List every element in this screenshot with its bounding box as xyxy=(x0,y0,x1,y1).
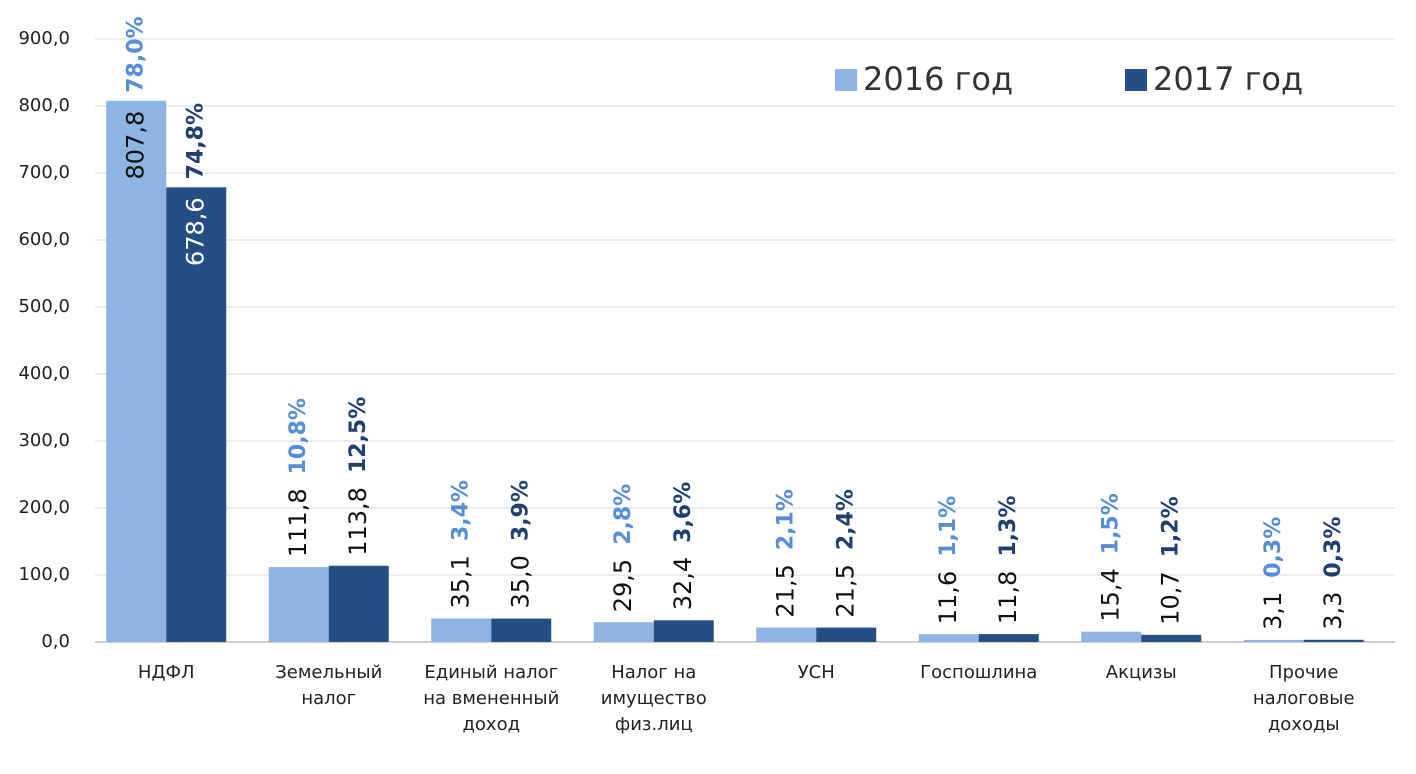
value-label: 32,4 xyxy=(669,557,697,610)
x-tick-label: НДФЛ xyxy=(137,662,195,683)
percent-label: 78,0% xyxy=(123,16,148,92)
percent-label: 10,8% xyxy=(286,398,311,474)
y-tick-label: 200,0 xyxy=(18,497,70,518)
legend-label: 2017 год xyxy=(1153,60,1303,98)
value-label: 21,5 xyxy=(831,564,859,617)
bar xyxy=(1141,634,1202,642)
value-label: 10,7 xyxy=(1156,571,1184,624)
percent-label: 0,3% xyxy=(1321,517,1346,578)
percent-label: 3,4% xyxy=(448,480,473,541)
bar xyxy=(653,620,714,642)
percent-label: 74,8% xyxy=(183,103,208,179)
x-tick-label: УСН xyxy=(797,662,835,683)
y-tick-label: 300,0 xyxy=(18,430,70,451)
x-tick-label: Акцизы xyxy=(1105,662,1177,683)
bar xyxy=(106,100,167,643)
legend-swatch xyxy=(835,69,857,91)
y-tick-label: 400,0 xyxy=(18,363,70,384)
bar xyxy=(918,634,979,642)
value-label: 11,6 xyxy=(934,571,962,624)
value-label: 11,8 xyxy=(994,571,1022,624)
y-tick-label: 100,0 xyxy=(18,564,70,585)
x-tick-label: Госпошлина xyxy=(920,662,1038,683)
x-tick-label: Налог на имущество физ.лиц xyxy=(600,662,707,735)
bar xyxy=(1243,639,1304,642)
bar xyxy=(491,618,552,642)
y-tick-label: 800,0 xyxy=(18,95,70,116)
bar xyxy=(593,622,654,642)
bar xyxy=(1081,631,1142,642)
percent-label: 2,4% xyxy=(833,489,858,550)
x-tick-label: Земельный налог xyxy=(275,662,383,709)
bar xyxy=(978,634,1039,642)
bar xyxy=(431,618,492,642)
legend-swatch xyxy=(1125,69,1147,91)
value-label: 807,8 xyxy=(121,111,149,180)
value-label: 29,5 xyxy=(609,559,637,612)
percent-label: 3,9% xyxy=(508,480,533,541)
x-tick-label: Прочие налоговые доходы xyxy=(1252,662,1355,735)
percent-label: 1,2% xyxy=(1158,496,1183,557)
bar xyxy=(756,627,817,642)
x-tick-label: Единый налог на вмененный доход xyxy=(423,662,560,735)
bar xyxy=(328,565,389,642)
percent-label: 3,6% xyxy=(671,482,696,543)
value-label: 15,4 xyxy=(1096,568,1124,621)
y-tick-label: 500,0 xyxy=(18,296,70,317)
value-label: 3,3 xyxy=(1319,592,1347,630)
value-label: 678,6 xyxy=(181,197,209,266)
y-tick-label: 700,0 xyxy=(18,162,70,183)
value-label: 35,1 xyxy=(446,555,474,608)
percent-label: 0,3% xyxy=(1261,517,1286,578)
percent-label: 2,1% xyxy=(773,489,798,550)
value-label: 35,0 xyxy=(506,555,534,608)
legend-label: 2016 год xyxy=(863,60,1013,98)
value-label: 21,5 xyxy=(771,564,799,617)
value-label: 3,1 xyxy=(1259,592,1287,630)
percent-label: 1,3% xyxy=(996,496,1021,557)
value-label: 113,8 xyxy=(344,487,372,556)
bar xyxy=(166,187,227,642)
bar xyxy=(268,567,329,642)
bar xyxy=(1303,639,1364,642)
y-tick-label: 900,0 xyxy=(18,28,70,49)
percent-label: 1,1% xyxy=(936,496,961,557)
percent-label: 2,8% xyxy=(611,484,636,545)
percent-label: 12,5% xyxy=(346,397,371,473)
bar xyxy=(816,627,877,642)
y-tick-label: 0,0 xyxy=(41,631,70,652)
percent-label: 1,5% xyxy=(1098,493,1123,554)
y-tick-label: 600,0 xyxy=(18,229,70,250)
value-label: 111,8 xyxy=(284,488,312,557)
